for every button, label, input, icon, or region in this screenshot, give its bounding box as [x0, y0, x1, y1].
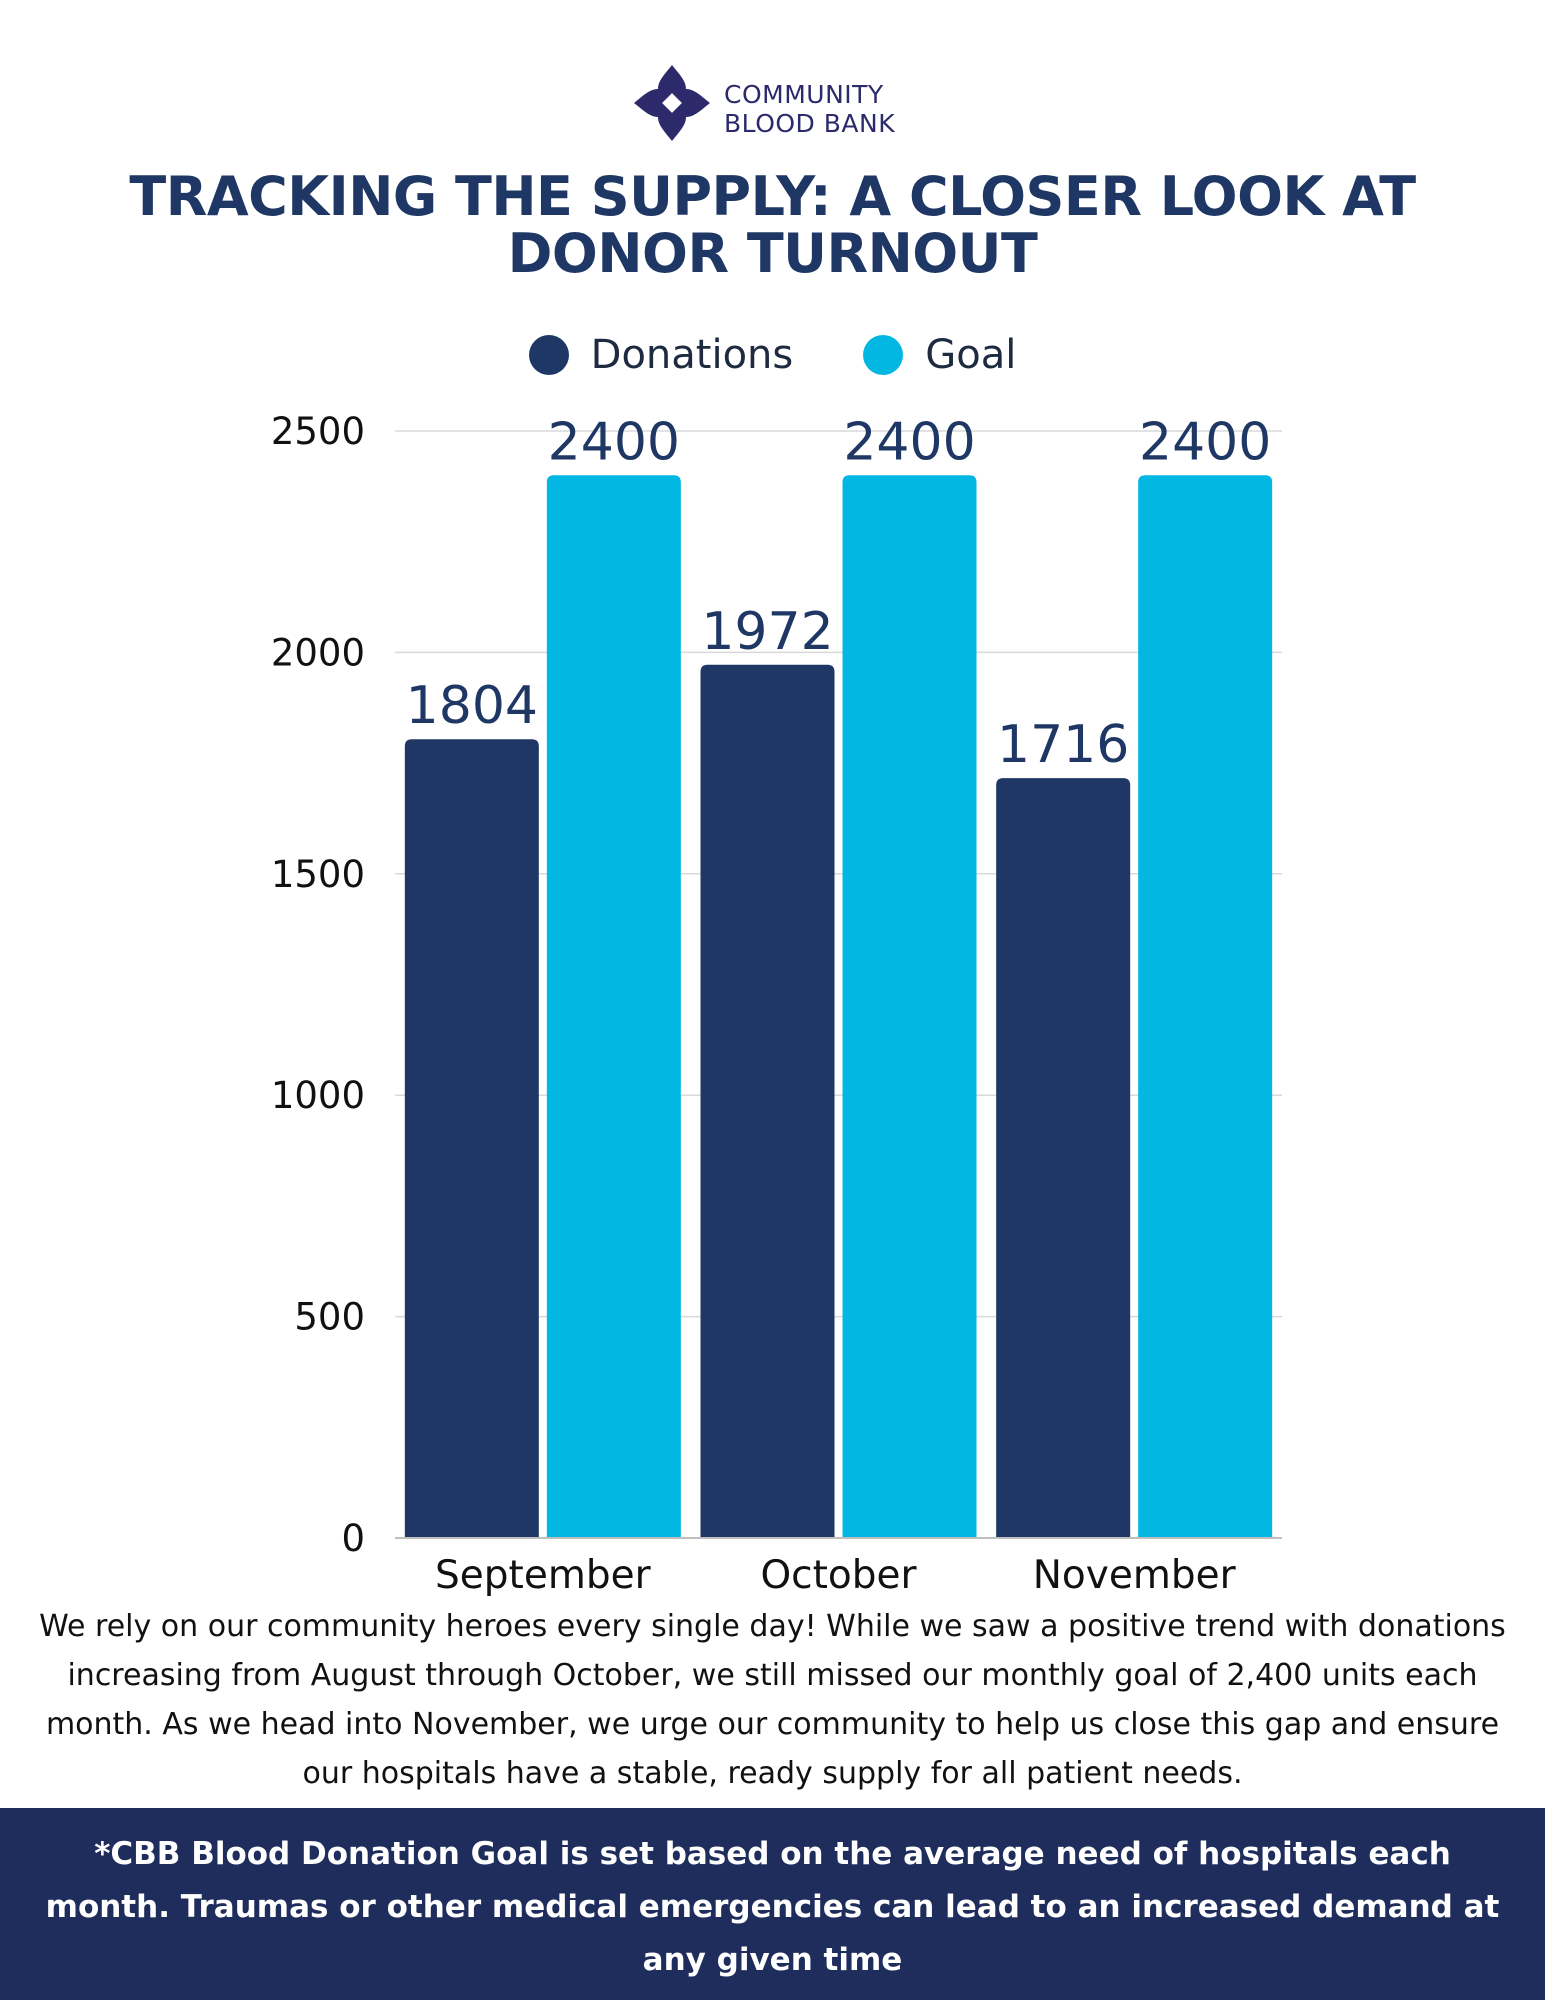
legend-item-goal: Goal — [863, 332, 1016, 378]
y-tick-label-0: 0 — [341, 1517, 365, 1560]
x-tick-label-september: September — [435, 1553, 652, 1598]
blood-drop-logo-icon — [634, 65, 710, 141]
summary-paragraph: We rely on our community heroes every si… — [39, 1609, 1506, 1791]
data-label-goal-september: 2400 — [548, 412, 680, 472]
page-title: TRACKING THE SUPPLY: A CLOSER LOOK AT DO… — [129, 165, 1416, 285]
brand-name-line1: COMMUNITY — [724, 80, 884, 109]
bar-chart: 0 500 1000 1500 2000 2500 1804 2400 September 197… — [271, 410, 1282, 1598]
data-label-goal-november: 2400 — [1139, 412, 1271, 472]
brand-name-line2: BLOOD BANK — [724, 109, 896, 138]
legend-dot-donations — [528, 335, 569, 375]
data-label-donations-november: 1716 — [997, 715, 1129, 775]
x-tick-label-november: November — [1033, 1553, 1237, 1598]
bar-goal-november — [1138, 475, 1273, 1538]
footnote-banner: *CBB Blood Donation Goal is set based on… — [0, 1808, 1545, 2000]
bar-goal-september — [546, 475, 681, 1538]
legend-label-donations: Donations — [590, 332, 794, 378]
legend-dot-goal — [863, 335, 904, 375]
x-tick-label-october: October — [760, 1553, 917, 1598]
y-tick-label-500: 500 — [294, 1296, 365, 1339]
legend-item-donations: Donations — [528, 332, 794, 378]
data-label-donations-october: 1972 — [701, 602, 833, 662]
data-label-goal-october: 2400 — [843, 412, 975, 472]
y-tick-label-2000: 2000 — [271, 631, 365, 674]
bar-donations-september — [404, 739, 539, 1538]
data-label-donations-september: 1804 — [406, 676, 538, 736]
brand-logo: COMMUNITY BLOOD BANK — [632, 60, 932, 150]
bar-donations-october — [700, 664, 835, 1538]
y-tick-label-1000: 1000 — [271, 1074, 365, 1117]
footnote-text: *CBB Blood Donation Goal is set based on… — [45, 1836, 1500, 1978]
chart-legend: Donations Goal — [0, 332, 1545, 378]
bar-donations-november — [996, 778, 1131, 1538]
legend-label-goal: Goal — [925, 332, 1017, 378]
y-tick-label-2500: 2500 — [271, 410, 365, 453]
bar-goal-october — [842, 475, 977, 1538]
y-tick-label-1500: 1500 — [271, 853, 365, 896]
